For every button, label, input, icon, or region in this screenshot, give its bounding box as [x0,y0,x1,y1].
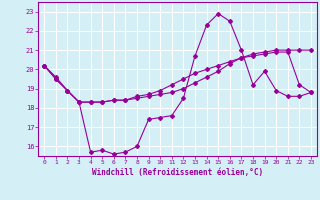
X-axis label: Windchill (Refroidissement éolien,°C): Windchill (Refroidissement éolien,°C) [92,168,263,177]
